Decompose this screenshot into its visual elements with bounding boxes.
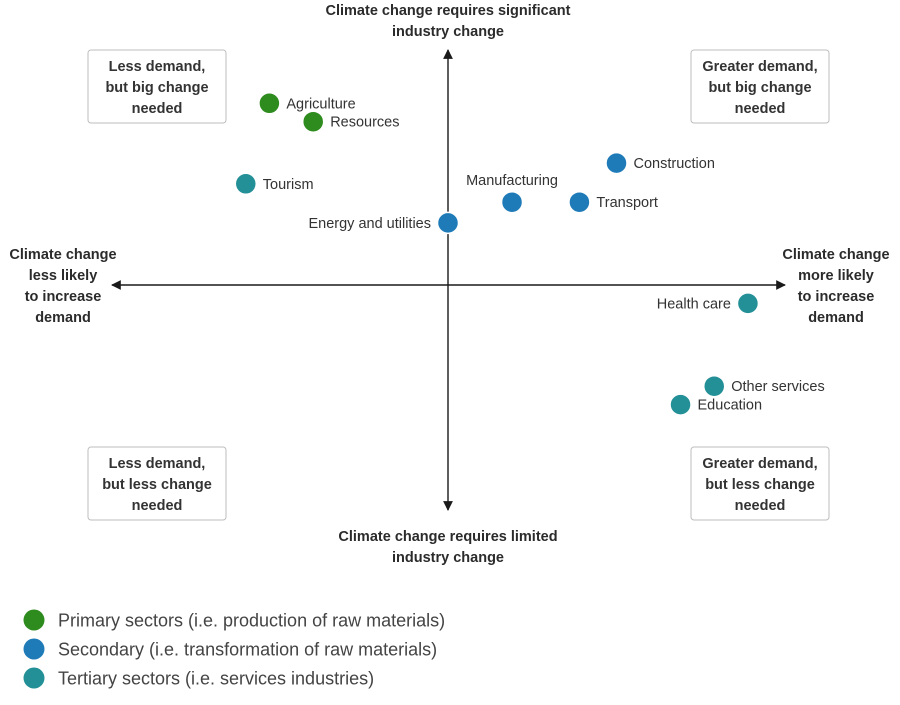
axis-title-bottom-line: Climate change requires limited — [338, 529, 557, 545]
data-points: Agriculture Resources Tourism Construction M… — [234, 92, 825, 416]
point-other-services: Other services — [702, 374, 825, 398]
quadrant-top-left-box — [87, 49, 227, 124]
point-manufacturing: Manufacturing — [466, 173, 558, 214]
axis-title-top: Climate change requires significant indus… — [326, 3, 571, 40]
axis-title-right-line: more likely — [798, 268, 874, 284]
quadrant-top-right-label: Greater demand, but big change needed — [702, 59, 817, 117]
axis-title-left-line: demand — [35, 310, 91, 326]
quadrant-bottom-right-label-line: but less change — [705, 477, 815, 493]
axis-title-left: Climate change less likely to increase dema… — [9, 247, 116, 326]
point-health-care: Health care — [657, 292, 760, 315]
point-label-agriculture: Agriculture — [286, 96, 355, 112]
legend-label: Primary sectors (i.e. production of raw … — [58, 611, 445, 631]
point-transport: Transport — [568, 190, 658, 214]
point-label-manufacturing: Manufacturing — [466, 173, 558, 189]
axis-title-left-line: to increase — [25, 289, 102, 305]
quadrant-top-left-label-line: needed — [132, 101, 183, 117]
legend: Primary sectors (i.e. production of raw … — [23, 609, 445, 689]
point-resources: Resources — [301, 110, 400, 133]
point-label-education: Education — [698, 398, 763, 414]
axis-title-right-line: to increase — [798, 289, 875, 305]
quadrant-bottom-left-label-line: Less demand, — [109, 456, 206, 472]
axis-title-top-line: industry change — [392, 24, 504, 40]
axis-title-right-line: Climate change — [782, 247, 889, 263]
point-marker-tourism — [234, 172, 258, 196]
point-label-health-care: Health care — [657, 296, 731, 312]
quadrant-bottom-right-label: Greater demand, but less change needed — [702, 456, 817, 514]
point-marker-education — [669, 393, 692, 416]
quadrant-bottom-right-label-line: needed — [735, 498, 786, 514]
quadrant-bottom-right: Greater demand, but less change needed — [690, 446, 830, 521]
axis-title-right-line: demand — [808, 310, 864, 326]
quadrant-top-right-label-line: needed — [735, 101, 786, 117]
axis-title-top-line: Climate change requires significant — [326, 3, 571, 19]
quadrant-top-left-label: Less demand, but big change needed — [105, 59, 208, 117]
legend-swatch — [23, 638, 45, 660]
quadrant-top-left-label-line: but big change — [105, 80, 208, 96]
point-label-resources: Resources — [330, 115, 399, 131]
quadrant-bottom-left: Less demand, but less change needed — [87, 446, 227, 521]
quadrant-top-left: Less demand, but big change needed — [87, 49, 227, 124]
quadrant-bottom-right-label-line: Greater demand, — [702, 456, 817, 472]
point-marker-health-care — [736, 292, 760, 315]
point-tourism: Tourism — [234, 172, 314, 196]
axis-title-bottom-line: industry change — [392, 550, 504, 566]
point-energy-and-utilities: Energy and utilities — [308, 211, 460, 235]
point-marker-manufacturing — [500, 190, 524, 214]
point-education: Education — [669, 393, 763, 416]
quadrant-bottom-right-box — [690, 446, 830, 521]
point-label-construction: Construction — [634, 156, 715, 172]
legend-swatch — [23, 609, 45, 631]
point-marker-resources — [301, 110, 325, 133]
point-marker-transport — [568, 190, 591, 214]
point-marker-other-services — [702, 374, 726, 398]
quadrant-top-right-label-line: but big change — [708, 80, 811, 96]
point-construction: Construction — [605, 151, 715, 175]
legend-item-2: Tertiary sectors (i.e. services industri… — [23, 667, 374, 689]
axis-title-right: Climate change more likely to increase dema… — [782, 247, 889, 326]
point-marker-agriculture — [258, 92, 281, 115]
axis-title-left-line: Climate change — [9, 247, 116, 263]
quadrant-top-right: Greater demand, but big change needed — [690, 49, 830, 124]
quadrant-bottom-left-label-line: needed — [132, 498, 183, 514]
point-label-transport: Transport — [596, 195, 658, 211]
legend-swatch — [23, 667, 45, 689]
quadrant-bottom-left-label: Less demand, but less change needed — [102, 456, 212, 514]
quadrant-top-right-box — [690, 49, 830, 124]
point-label-tourism: Tourism — [263, 177, 314, 193]
legend-item-0: Primary sectors (i.e. production of raw … — [23, 609, 445, 631]
quadrant-bottom-left-label-line: but less change — [102, 477, 212, 493]
point-label-energy-and-utilities: Energy and utilities — [308, 216, 431, 232]
point-agriculture: Agriculture — [258, 92, 356, 115]
quadrant-top-left-label-line: Less demand, — [109, 59, 206, 75]
legend-label: Secondary (i.e. transformation of raw ma… — [58, 640, 437, 660]
quadrant-bottom-left-box — [87, 446, 227, 521]
quadrant-labels: Less demand, but big change neededGreater … — [87, 49, 830, 521]
point-marker-energy-and-utilities — [436, 211, 460, 235]
quadrant-top-right-label-line: Greater demand, — [702, 59, 817, 75]
axis-title-left-line: less likely — [29, 268, 98, 284]
legend-item-1: Secondary (i.e. transformation of raw ma… — [23, 638, 437, 660]
legend-label: Tertiary sectors (i.e. services industri… — [58, 669, 374, 689]
point-marker-construction — [605, 151, 628, 175]
axes: Climate change requires significant indus… — [9, 3, 889, 566]
axis-title-bottom: Climate change requires limited industry … — [338, 529, 557, 566]
point-label-other-services: Other services — [731, 379, 824, 395]
